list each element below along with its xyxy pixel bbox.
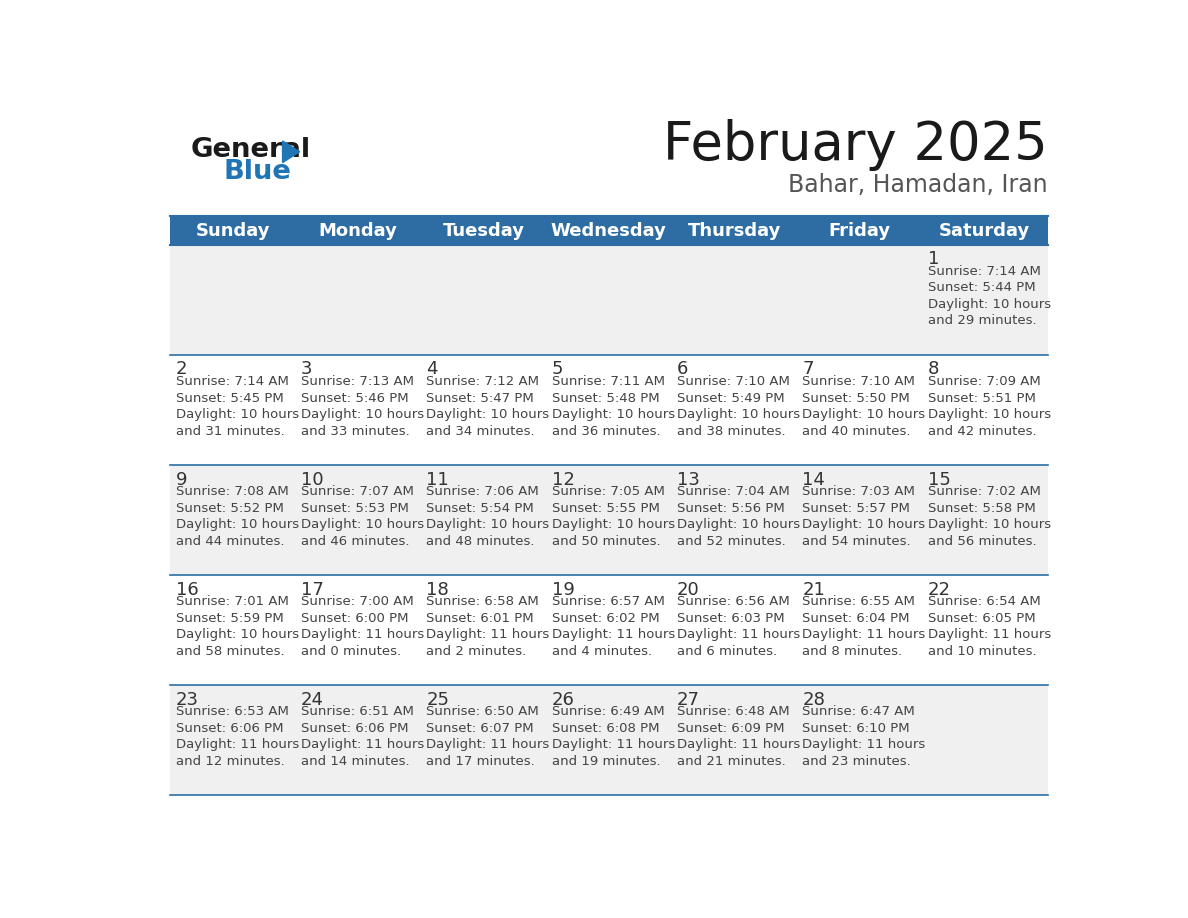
Text: Sunrise: 7:08 AM
Sunset: 5:52 PM
Daylight: 10 hours
and 44 minutes.: Sunrise: 7:08 AM Sunset: 5:52 PM Dayligh… bbox=[176, 485, 298, 548]
Text: Sunrise: 6:54 AM
Sunset: 6:05 PM
Daylight: 11 hours
and 10 minutes.: Sunrise: 6:54 AM Sunset: 6:05 PM Dayligh… bbox=[928, 595, 1051, 658]
Text: Sunrise: 7:00 AM
Sunset: 6:00 PM
Daylight: 11 hours
and 0 minutes.: Sunrise: 7:00 AM Sunset: 6:00 PM Dayligh… bbox=[301, 595, 424, 658]
Bar bbox=[170, 245, 1048, 355]
Text: 27: 27 bbox=[677, 690, 700, 709]
Text: Sunrise: 7:10 AM
Sunset: 5:49 PM
Daylight: 10 hours
and 38 minutes.: Sunrise: 7:10 AM Sunset: 5:49 PM Dayligh… bbox=[677, 375, 800, 438]
Bar bbox=[170, 217, 1048, 245]
Text: 28: 28 bbox=[802, 690, 826, 709]
Text: Sunrise: 6:51 AM
Sunset: 6:06 PM
Daylight: 11 hours
and 14 minutes.: Sunrise: 6:51 AM Sunset: 6:06 PM Dayligh… bbox=[301, 705, 424, 767]
Text: Sunrise: 6:53 AM
Sunset: 6:06 PM
Daylight: 11 hours
and 12 minutes.: Sunrise: 6:53 AM Sunset: 6:06 PM Dayligh… bbox=[176, 705, 299, 767]
Text: Sunrise: 7:02 AM
Sunset: 5:58 PM
Daylight: 10 hours
and 56 minutes.: Sunrise: 7:02 AM Sunset: 5:58 PM Dayligh… bbox=[928, 485, 1050, 548]
Polygon shape bbox=[283, 141, 299, 162]
Text: Sunrise: 7:11 AM
Sunset: 5:48 PM
Daylight: 10 hours
and 36 minutes.: Sunrise: 7:11 AM Sunset: 5:48 PM Dayligh… bbox=[551, 375, 675, 438]
Bar bbox=[170, 465, 1048, 576]
Text: Sunrise: 7:04 AM
Sunset: 5:56 PM
Daylight: 10 hours
and 52 minutes.: Sunrise: 7:04 AM Sunset: 5:56 PM Dayligh… bbox=[677, 485, 800, 548]
Text: 13: 13 bbox=[677, 471, 700, 488]
Text: 24: 24 bbox=[301, 690, 324, 709]
Text: Sunrise: 7:14 AM
Sunset: 5:45 PM
Daylight: 10 hours
and 31 minutes.: Sunrise: 7:14 AM Sunset: 5:45 PM Dayligh… bbox=[176, 375, 298, 438]
Text: Sunrise: 7:03 AM
Sunset: 5:57 PM
Daylight: 10 hours
and 54 minutes.: Sunrise: 7:03 AM Sunset: 5:57 PM Dayligh… bbox=[802, 485, 925, 548]
Text: Monday: Monday bbox=[318, 221, 398, 240]
Text: 19: 19 bbox=[551, 580, 575, 599]
Text: Sunrise: 7:10 AM
Sunset: 5:50 PM
Daylight: 10 hours
and 40 minutes.: Sunrise: 7:10 AM Sunset: 5:50 PM Dayligh… bbox=[802, 375, 925, 438]
Text: Bahar, Hamadan, Iran: Bahar, Hamadan, Iran bbox=[788, 174, 1048, 197]
Text: 1: 1 bbox=[928, 251, 939, 268]
Text: 4: 4 bbox=[426, 361, 438, 378]
Text: Sunrise: 7:06 AM
Sunset: 5:54 PM
Daylight: 10 hours
and 48 minutes.: Sunrise: 7:06 AM Sunset: 5:54 PM Dayligh… bbox=[426, 485, 549, 548]
Text: Sunrise: 6:57 AM
Sunset: 6:02 PM
Daylight: 11 hours
and 4 minutes.: Sunrise: 6:57 AM Sunset: 6:02 PM Dayligh… bbox=[551, 595, 675, 658]
Text: Wednesday: Wednesday bbox=[551, 221, 666, 240]
Text: 9: 9 bbox=[176, 471, 188, 488]
Text: Sunrise: 7:09 AM
Sunset: 5:51 PM
Daylight: 10 hours
and 42 minutes.: Sunrise: 7:09 AM Sunset: 5:51 PM Dayligh… bbox=[928, 375, 1050, 438]
Text: Blue: Blue bbox=[223, 159, 291, 185]
Text: Sunrise: 6:56 AM
Sunset: 6:03 PM
Daylight: 11 hours
and 6 minutes.: Sunrise: 6:56 AM Sunset: 6:03 PM Dayligh… bbox=[677, 595, 801, 658]
Text: Sunrise: 7:05 AM
Sunset: 5:55 PM
Daylight: 10 hours
and 50 minutes.: Sunrise: 7:05 AM Sunset: 5:55 PM Dayligh… bbox=[551, 485, 675, 548]
Text: 15: 15 bbox=[928, 471, 950, 488]
Bar bbox=[170, 576, 1048, 686]
Text: 23: 23 bbox=[176, 690, 198, 709]
Text: Sunrise: 7:13 AM
Sunset: 5:46 PM
Daylight: 10 hours
and 33 minutes.: Sunrise: 7:13 AM Sunset: 5:46 PM Dayligh… bbox=[301, 375, 424, 438]
Text: February 2025: February 2025 bbox=[663, 119, 1048, 172]
Text: Sunrise: 6:50 AM
Sunset: 6:07 PM
Daylight: 11 hours
and 17 minutes.: Sunrise: 6:50 AM Sunset: 6:07 PM Dayligh… bbox=[426, 705, 550, 767]
Text: Sunrise: 7:14 AM
Sunset: 5:44 PM
Daylight: 10 hours
and 29 minutes.: Sunrise: 7:14 AM Sunset: 5:44 PM Dayligh… bbox=[928, 265, 1050, 328]
Text: Sunrise: 6:47 AM
Sunset: 6:10 PM
Daylight: 11 hours
and 23 minutes.: Sunrise: 6:47 AM Sunset: 6:10 PM Dayligh… bbox=[802, 705, 925, 767]
Text: Friday: Friday bbox=[828, 221, 891, 240]
Text: 5: 5 bbox=[551, 361, 563, 378]
Text: 21: 21 bbox=[802, 580, 826, 599]
Text: 11: 11 bbox=[426, 471, 449, 488]
Text: 6: 6 bbox=[677, 361, 688, 378]
Text: 16: 16 bbox=[176, 580, 198, 599]
Text: 20: 20 bbox=[677, 580, 700, 599]
Text: Sunrise: 6:48 AM
Sunset: 6:09 PM
Daylight: 11 hours
and 21 minutes.: Sunrise: 6:48 AM Sunset: 6:09 PM Dayligh… bbox=[677, 705, 801, 767]
Text: 3: 3 bbox=[301, 361, 312, 378]
Text: 7: 7 bbox=[802, 361, 814, 378]
Text: 18: 18 bbox=[426, 580, 449, 599]
Text: Sunrise: 7:01 AM
Sunset: 5:59 PM
Daylight: 10 hours
and 58 minutes.: Sunrise: 7:01 AM Sunset: 5:59 PM Dayligh… bbox=[176, 595, 298, 658]
Text: Sunrise: 7:07 AM
Sunset: 5:53 PM
Daylight: 10 hours
and 46 minutes.: Sunrise: 7:07 AM Sunset: 5:53 PM Dayligh… bbox=[301, 485, 424, 548]
Bar bbox=[170, 686, 1048, 796]
Text: 12: 12 bbox=[551, 471, 575, 488]
Text: Sunrise: 7:12 AM
Sunset: 5:47 PM
Daylight: 10 hours
and 34 minutes.: Sunrise: 7:12 AM Sunset: 5:47 PM Dayligh… bbox=[426, 375, 549, 438]
Text: 17: 17 bbox=[301, 580, 324, 599]
Text: Sunrise: 6:58 AM
Sunset: 6:01 PM
Daylight: 11 hours
and 2 minutes.: Sunrise: 6:58 AM Sunset: 6:01 PM Dayligh… bbox=[426, 595, 550, 658]
Text: Sunrise: 6:49 AM
Sunset: 6:08 PM
Daylight: 11 hours
and 19 minutes.: Sunrise: 6:49 AM Sunset: 6:08 PM Dayligh… bbox=[551, 705, 675, 767]
Text: Tuesday: Tuesday bbox=[442, 221, 525, 240]
Text: 10: 10 bbox=[301, 471, 323, 488]
Text: 25: 25 bbox=[426, 690, 449, 709]
Bar bbox=[170, 355, 1048, 465]
Text: 26: 26 bbox=[551, 690, 575, 709]
Text: 8: 8 bbox=[928, 361, 939, 378]
Text: Saturday: Saturday bbox=[940, 221, 1030, 240]
Text: 22: 22 bbox=[928, 580, 950, 599]
Text: Thursday: Thursday bbox=[688, 221, 781, 240]
Text: 2: 2 bbox=[176, 361, 188, 378]
Text: 14: 14 bbox=[802, 471, 826, 488]
Text: Sunday: Sunday bbox=[196, 221, 270, 240]
Text: General: General bbox=[191, 137, 311, 163]
Text: Sunrise: 6:55 AM
Sunset: 6:04 PM
Daylight: 11 hours
and 8 minutes.: Sunrise: 6:55 AM Sunset: 6:04 PM Dayligh… bbox=[802, 595, 925, 658]
